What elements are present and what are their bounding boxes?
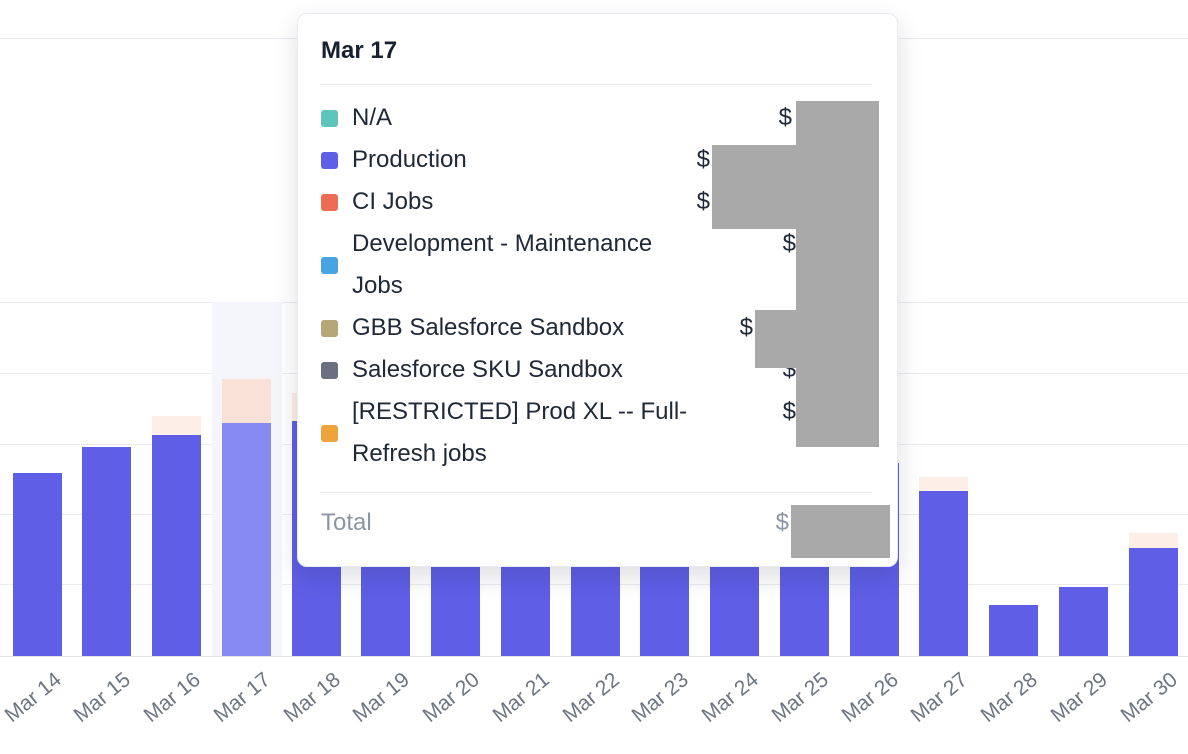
tooltip-total-label: Total — [321, 509, 372, 536]
x-axis-label: Mar 26 — [837, 668, 903, 728]
series-swatch-icon — [321, 193, 338, 211]
bar-segment-production[interactable] — [640, 566, 690, 656]
x-axis-label: Mar 29 — [1046, 668, 1112, 728]
bar-segment-production[interactable] — [82, 447, 132, 656]
x-axis-label: Mar 23 — [627, 668, 694, 728]
tooltip-row: GBB Salesforce Sandbox $ — [321, 307, 871, 349]
bar-segment-production[interactable] — [431, 566, 480, 656]
x-axis-label: Mar 16 — [139, 668, 205, 728]
tooltip-row-value: $ — [782, 230, 796, 257]
x-axis-label: Mar 17 — [209, 668, 275, 728]
tooltip-row: CI Jobs $ — [321, 181, 871, 223]
tooltip-row: Production $ — [321, 139, 871, 181]
redaction-box — [712, 145, 796, 229]
bar-segment-production[interactable] — [989, 605, 1038, 656]
x-axis-line — [0, 656, 1188, 657]
tooltip-row-value: $ — [782, 398, 796, 425]
x-axis-label: Mar 19 — [348, 668, 415, 728]
bar-segment-ci-jobs[interactable] — [919, 477, 969, 491]
bar-segment-production[interactable] — [1128, 548, 1178, 656]
tooltip-row: N/A $ — [321, 97, 871, 139]
bar-segment-production[interactable] — [500, 566, 550, 656]
x-axis-label: Mar 20 — [418, 668, 484, 728]
x-axis-label: Mar 22 — [558, 668, 624, 728]
bar-segment-production[interactable] — [710, 566, 759, 656]
tooltip-total-divider — [321, 492, 871, 493]
series-swatch-icon — [321, 256, 338, 274]
x-axis-label: Mar 24 — [697, 668, 763, 728]
bar-segment-production[interactable] — [12, 473, 62, 656]
bar-segment-production[interactable] — [919, 491, 969, 656]
tooltip-row-label: [RESTRICTED] Prod XL -- Full-Refresh job… — [352, 398, 688, 467]
tooltip-row-label: GBB Salesforce Sandbox — [352, 314, 625, 341]
bar-segment-ci-jobs[interactable] — [152, 416, 201, 435]
bar-segment-production[interactable] — [152, 435, 201, 656]
bar-segment-ci-jobs[interactable] — [1128, 533, 1178, 548]
x-axis-label: Mar 25 — [767, 668, 833, 728]
tooltip-row-value: $ — [739, 314, 753, 341]
x-axis-label: Mar 18 — [279, 668, 345, 728]
tooltip-row-value: $ — [696, 146, 710, 173]
tooltip-title: Mar 17 — [321, 37, 398, 64]
bar-segment-production[interactable] — [1058, 587, 1108, 656]
tooltip-row-value: $ — [778, 104, 792, 131]
bar-segment-production[interactable] — [779, 566, 829, 656]
bar-segment-production[interactable] — [361, 566, 411, 656]
tooltip-rows: N/A $ Production $ CI Jobs $ Development - Mai… — [321, 97, 871, 475]
bar-segment-ci-jobs[interactable] — [221, 379, 271, 423]
tooltip-row-label: Salesforce SKU Sandbox — [352, 356, 623, 383]
x-axis-label: Mar 15 — [69, 668, 136, 728]
tooltip-row: [RESTRICTED] Prod XL -- Full-Refresh job… — [321, 391, 871, 475]
series-swatch-icon — [321, 109, 338, 127]
x-axis-label: Mar 27 — [906, 668, 973, 728]
series-swatch-icon — [321, 151, 338, 169]
x-axis-label: Mar 14 — [0, 668, 66, 728]
redaction-box — [791, 505, 890, 558]
tooltip-row-value: $ — [696, 188, 710, 215]
bar-segment-production[interactable] — [570, 566, 620, 656]
tooltip-total-row: Total $ — [321, 502, 871, 544]
tooltip-row-label: CI Jobs — [352, 188, 434, 215]
x-axis-label: Mar 30 — [1116, 668, 1182, 728]
series-swatch-icon — [321, 361, 338, 379]
tooltip-row-label: Production — [352, 146, 467, 173]
bar-segment-production[interactable] — [221, 423, 271, 656]
chart-tooltip: Mar 17 N/A $ Production $ CI Jobs $ Developmen… — [297, 13, 898, 567]
tooltip-row: Development - Maintenance Jobs $ — [321, 223, 871, 307]
tooltip-divider — [321, 84, 871, 85]
series-swatch-icon — [321, 424, 338, 442]
tooltip-total-value: $ — [775, 509, 789, 536]
x-axis-label: Mar 28 — [976, 668, 1042, 728]
tooltip-row-label: Development - Maintenance Jobs — [352, 230, 653, 299]
tooltip-row: Salesforce SKU Sandbox $ — [321, 349, 871, 391]
x-axis-label: Mar 21 — [488, 668, 554, 728]
redaction-box — [755, 310, 796, 368]
redaction-box — [796, 101, 879, 447]
series-swatch-icon — [321, 319, 338, 337]
tooltip-row-label: N/A — [352, 104, 393, 131]
